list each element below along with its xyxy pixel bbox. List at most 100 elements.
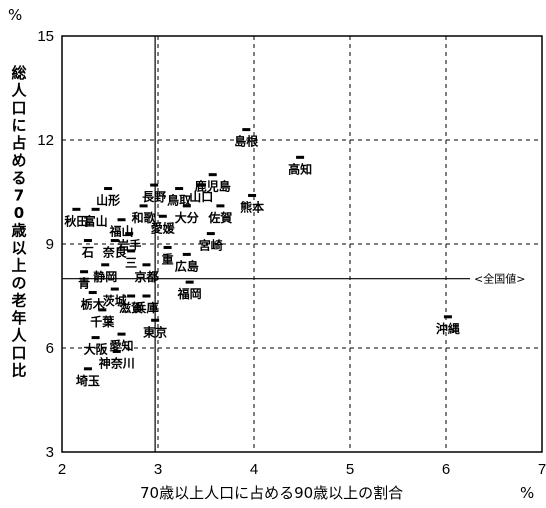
data-point: 東京 — [143, 318, 167, 339]
data-point: 福岡 — [177, 280, 202, 301]
point-label: 兵庫 — [134, 300, 158, 315]
point-label: 福山 — [109, 224, 134, 239]
x-tick-label: 5 — [346, 461, 354, 478]
x-tick-label: 4 — [250, 461, 258, 478]
point-marker — [101, 263, 110, 267]
point-label: 静岡 — [93, 269, 117, 284]
point-marker — [248, 193, 257, 197]
data-point: 秋田 — [64, 207, 88, 228]
data-point: 富山 — [84, 207, 108, 228]
data-point: 石 — [81, 239, 94, 260]
y-label-char: 歳 — [11, 222, 26, 240]
reference-lines: <全国値> — [62, 36, 525, 452]
data-point: 和歌 — [131, 204, 157, 225]
data-point: 愛媛 — [151, 214, 176, 235]
data-point: 愛知 — [110, 332, 134, 353]
y-label-char: る — [11, 169, 26, 187]
point-marker — [242, 128, 251, 132]
y-tick-label: 15 — [37, 28, 54, 45]
point-marker — [98, 308, 107, 312]
data-point: 栃木 — [81, 291, 106, 312]
y-label-char: の — [11, 274, 26, 292]
point-marker — [182, 204, 191, 208]
x-tick-label: 6 — [442, 461, 450, 478]
point-marker — [112, 349, 121, 353]
point-marker — [117, 218, 126, 222]
point-label: 千葉 — [90, 314, 115, 329]
y-label-char: 口 — [11, 344, 26, 362]
point-label: 茨城 — [103, 293, 127, 308]
point-label: 三 — [125, 256, 137, 270]
data-point: 茨城 — [103, 287, 127, 308]
point-label: 山口 — [189, 189, 213, 204]
point-label: 栃木 — [81, 297, 106, 312]
point-marker — [163, 245, 172, 249]
x-tick-label: 3 — [154, 461, 162, 478]
point-marker — [139, 204, 148, 208]
data-point: 鹿児島 — [195, 173, 231, 194]
point-label: 愛媛 — [151, 220, 176, 235]
data-point: 埼玉 — [76, 367, 100, 388]
point-label: 神奈川 — [99, 355, 135, 370]
point-marker — [83, 367, 92, 371]
point-marker — [197, 183, 206, 187]
point-label: 重 — [162, 251, 174, 266]
y-label-char: 7 — [14, 187, 24, 205]
point-marker — [91, 336, 100, 340]
data-point: 大阪 — [84, 336, 109, 357]
data-point: 大分 — [175, 204, 199, 225]
point-label: 愛知 — [110, 338, 134, 353]
point-marker — [127, 294, 136, 298]
point-marker — [175, 187, 184, 191]
point-marker — [127, 249, 136, 253]
point-label: 青 — [78, 276, 90, 291]
y-tick-label: 3 — [46, 444, 54, 461]
point-label: 鹿児島 — [195, 179, 231, 194]
point-label: 富山 — [84, 213, 108, 228]
point-marker — [117, 332, 126, 336]
data-point: 山形 — [96, 187, 120, 208]
point-label: 石 — [81, 246, 94, 260]
point-marker — [125, 232, 134, 236]
point-label: 奈良 — [102, 245, 127, 260]
y-label-char: 占 — [11, 134, 26, 152]
x-unit-label: % — [520, 484, 534, 502]
point-label: 大分 — [175, 210, 199, 225]
point-marker — [110, 239, 119, 243]
point-marker — [182, 252, 191, 256]
point-marker — [142, 294, 151, 298]
y-label-char: 比 — [11, 362, 26, 380]
point-label: 大阪 — [84, 342, 109, 357]
point-label: 熊本 — [240, 199, 264, 214]
data-point: 島根 — [234, 128, 258, 149]
y-label-char: 年 — [11, 309, 26, 327]
point-label: 山形 — [96, 193, 120, 208]
grid — [62, 36, 542, 452]
data-point: 兵庫 — [134, 294, 158, 315]
point-label: 福岡 — [177, 286, 202, 301]
point-marker — [91, 207, 100, 211]
point-label: 東京 — [143, 324, 167, 339]
y-label-char: 人 — [11, 327, 27, 345]
point-label: 京都 — [134, 269, 158, 284]
point-label: 長野 — [142, 189, 166, 204]
data-point: 三 — [125, 249, 137, 270]
y-label-char: 人 — [11, 82, 27, 100]
point-marker — [150, 183, 159, 187]
data-point: 神奈川 — [99, 349, 135, 370]
point-marker — [142, 263, 151, 267]
point-marker — [72, 207, 81, 211]
point-marker — [208, 173, 217, 177]
data-point: 重 — [162, 245, 174, 266]
data-point: 岩手 — [116, 232, 141, 253]
point-label: 滋賀 — [119, 300, 143, 315]
data-point: 静岡 — [93, 263, 117, 284]
data-point: 熊本 — [240, 193, 264, 214]
y-label-char: に — [11, 117, 26, 135]
y-label-char: 老 — [10, 292, 26, 310]
y-label-char: 総 — [11, 64, 26, 82]
data-point: 京都 — [134, 263, 158, 284]
data-point: 沖縄 — [436, 315, 460, 336]
